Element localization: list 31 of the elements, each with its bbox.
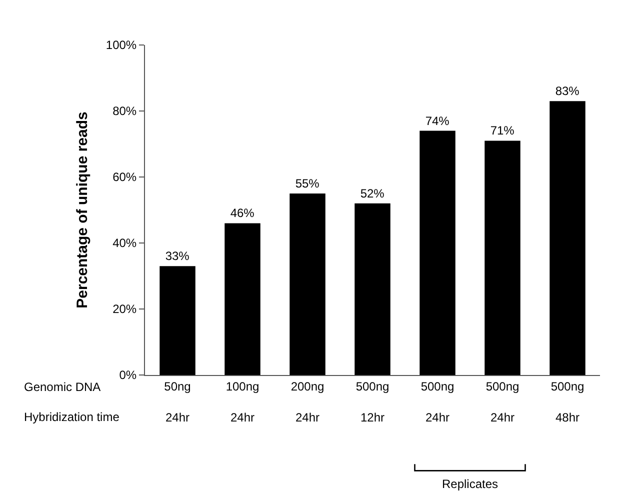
bar	[550, 101, 586, 375]
category-label: 500ng 24hr	[486, 379, 520, 425]
data-label: 46%	[230, 206, 255, 220]
y-axis-title: Percentage of unique reads	[74, 112, 92, 308]
data-label: 74%	[425, 114, 450, 128]
bar	[290, 194, 326, 375]
y-tick-label: 80%	[112, 104, 137, 118]
data-label: 83%	[555, 84, 580, 98]
bar	[420, 130, 456, 375]
category-label: 100ng 24hr	[226, 379, 260, 425]
y-tick-label: 60%	[112, 170, 137, 184]
category-label: 500ng 48hr	[550, 379, 584, 425]
text: Genomic DNA	[24, 380, 101, 394]
y-tick-label: 20%	[112, 302, 137, 316]
category-label: 500ng 24hr	[420, 379, 454, 425]
data-label: 52%	[360, 186, 385, 200]
y-tick-label: 100%	[106, 38, 137, 52]
category-label: 50ng 24hr	[164, 379, 191, 425]
category-label: 500ng 12hr	[356, 379, 390, 425]
category-label: 200ng 24hr	[290, 379, 324, 425]
bar	[160, 266, 196, 375]
bar	[484, 140, 520, 375]
y-tick-label: 0%	[119, 368, 137, 382]
data-label: 71%	[490, 124, 515, 138]
y-tick-label: 40%	[112, 236, 137, 250]
bar	[224, 223, 260, 375]
data-label: 33%	[165, 249, 190, 264]
data-label: 55%	[295, 176, 320, 190]
bar	[354, 203, 390, 375]
text: Hybridization time	[24, 410, 120, 424]
text: Replicates	[442, 477, 498, 491]
